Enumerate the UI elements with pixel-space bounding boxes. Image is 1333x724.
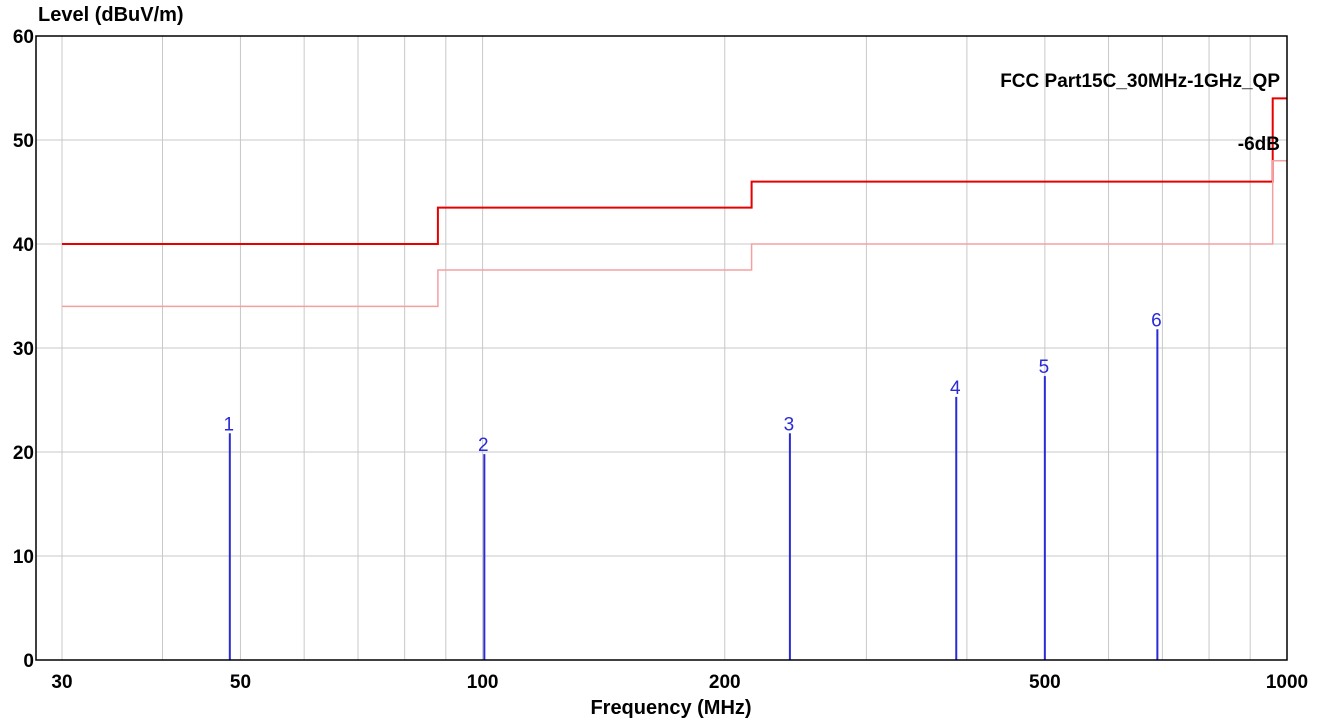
x-tick-labels: 30 50 100 200 500 1000 bbox=[51, 672, 1308, 693]
y-tick-label: 60 bbox=[13, 27, 34, 48]
y-tick-label: 40 bbox=[13, 235, 34, 256]
grid-lines bbox=[36, 36, 1287, 660]
x-tick-label: 500 bbox=[1029, 672, 1061, 693]
x-tick-label: 30 bbox=[51, 672, 72, 693]
peak-marker-label-2: 2 bbox=[478, 435, 489, 456]
peak-markers: 1 2 3 4 5 6 bbox=[224, 310, 1162, 660]
legend-limit-label: FCC Part15C_30MHz-1GHz_QP bbox=[1000, 71, 1280, 92]
legend-margin-label: -6dB bbox=[1238, 134, 1280, 155]
x-tick-label: 200 bbox=[709, 672, 741, 693]
y-tick-label: 10 bbox=[13, 547, 34, 568]
y-tick-labels: 0 10 20 30 40 50 60 bbox=[13, 27, 34, 672]
peak-marker-label-1: 1 bbox=[224, 414, 235, 435]
limit-line-margin bbox=[62, 160, 1287, 308]
peak-marker-label-6: 6 bbox=[1151, 310, 1162, 331]
x-tick-label: 1000 bbox=[1266, 672, 1308, 693]
x-tick-label: 100 bbox=[467, 672, 499, 693]
x-axis-title: Frequency (MHz) bbox=[590, 697, 751, 719]
y-tick-label: 30 bbox=[13, 339, 34, 360]
y-tick-label: 0 bbox=[23, 651, 34, 672]
peak-marker-label-4: 4 bbox=[950, 378, 961, 399]
plot-frame bbox=[35, 35, 1288, 661]
peak-marker-label-3: 3 bbox=[784, 414, 795, 435]
limit-line-qp bbox=[62, 97, 1287, 245]
y-axis-title: Level (dBuV/m) bbox=[38, 4, 184, 26]
peak-marker-label-5: 5 bbox=[1039, 357, 1050, 378]
limit-lines bbox=[62, 97, 1287, 308]
y-tick-label: 20 bbox=[13, 443, 34, 464]
x-tick-label: 50 bbox=[230, 672, 251, 693]
y-tick-label: 50 bbox=[13, 131, 34, 152]
